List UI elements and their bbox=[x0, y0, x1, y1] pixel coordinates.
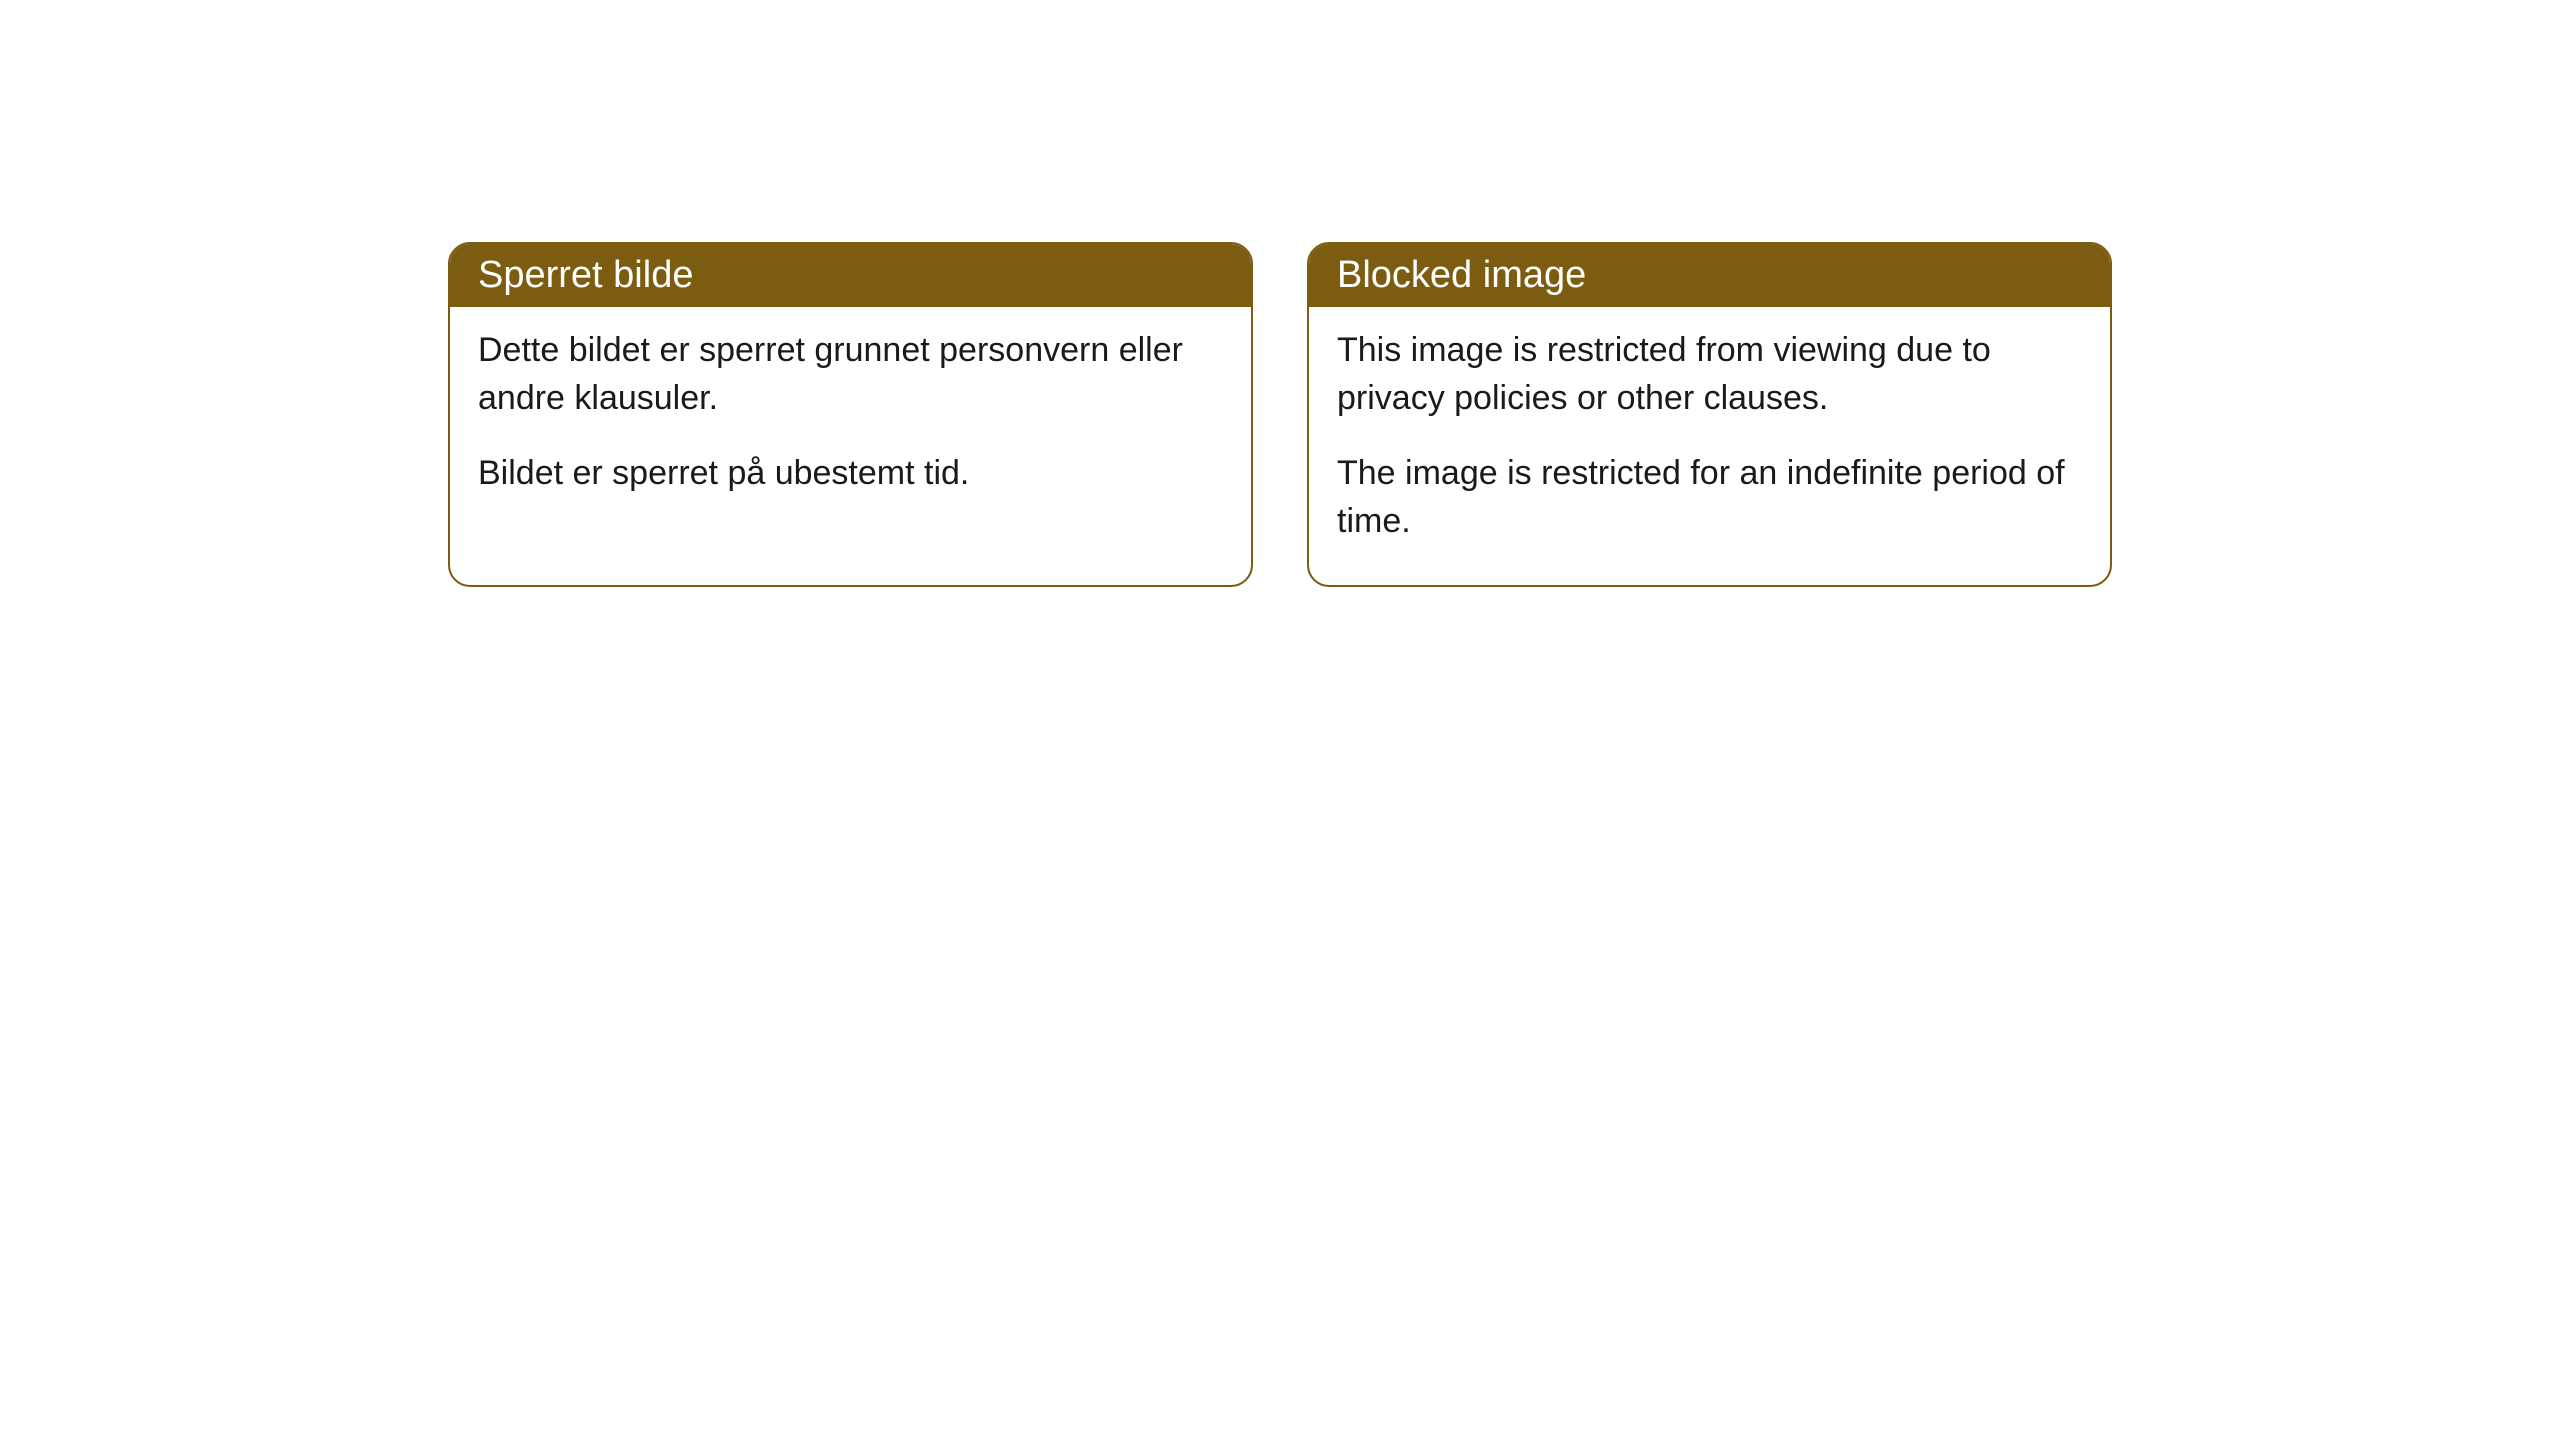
notice-card-norwegian: Sperret bilde Dette bildet er sperret gr… bbox=[448, 242, 1253, 587]
card-title: Sperret bilde bbox=[478, 254, 693, 296]
card-paragraph: Bildet er sperret på ubestemt tid. bbox=[478, 450, 1223, 498]
notice-cards-container: Sperret bilde Dette bildet er sperret gr… bbox=[448, 242, 2112, 587]
card-paragraph: This image is restricted from viewing du… bbox=[1337, 327, 2082, 422]
card-header-norwegian: Sperret bilde bbox=[450, 244, 1251, 307]
card-paragraph: The image is restricted for an indefinit… bbox=[1337, 450, 2082, 545]
card-title: Blocked image bbox=[1337, 254, 1586, 296]
card-header-english: Blocked image bbox=[1309, 244, 2110, 307]
card-paragraph: Dette bildet er sperret grunnet personve… bbox=[478, 327, 1223, 422]
card-body-norwegian: Dette bildet er sperret grunnet personve… bbox=[450, 307, 1251, 538]
notice-card-english: Blocked image This image is restricted f… bbox=[1307, 242, 2112, 587]
card-body-english: This image is restricted from viewing du… bbox=[1309, 307, 2110, 585]
